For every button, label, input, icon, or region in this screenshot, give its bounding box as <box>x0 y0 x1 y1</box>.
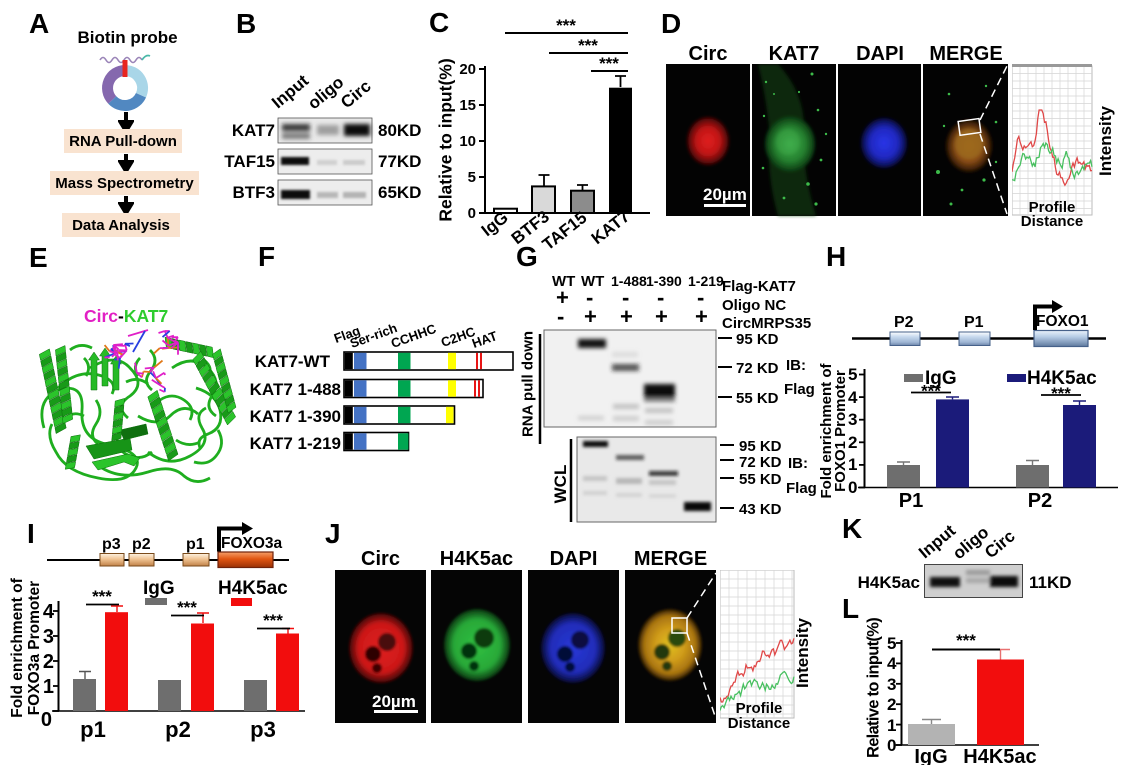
svg-text:p3: p3 <box>102 536 121 553</box>
svg-text:20: 20 <box>459 61 476 78</box>
svg-text:10: 10 <box>459 133 476 150</box>
svg-text:0: 0 <box>468 205 476 222</box>
svg-text:0: 0 <box>41 709 52 731</box>
svg-text:3: 3 <box>43 626 54 648</box>
svg-text:FOXO3a: FOXO3a <box>221 535 283 552</box>
svg-text:FOXO1: FOXO1 <box>1036 313 1089 330</box>
svg-text:IB:: IB: <box>786 357 806 374</box>
svg-text:43 KD: 43 KD <box>739 501 782 518</box>
svg-text:95 KD: 95 KD <box>739 438 782 455</box>
svg-text:P2: P2 <box>1028 490 1052 512</box>
svg-text:***: *** <box>1051 384 1071 403</box>
svg-text:***: *** <box>956 631 976 650</box>
svg-text:p1: p1 <box>186 536 205 553</box>
svg-text:55 KD: 55 KD <box>739 471 782 488</box>
svg-text:15: 15 <box>459 97 476 114</box>
svg-text:***: *** <box>921 382 941 401</box>
svg-text:55 KD: 55 KD <box>736 390 779 407</box>
svg-text:IgG: IgG <box>925 368 957 389</box>
svg-text:Intensity: Intensity <box>793 618 812 688</box>
svg-text:IgG: IgG <box>143 578 175 599</box>
svg-text:2: 2 <box>848 433 857 452</box>
svg-text:1: 1 <box>43 676 54 698</box>
svg-text:***: *** <box>599 54 619 73</box>
svg-text:72 KD: 72 KD <box>736 360 779 377</box>
svg-text:P1: P1 <box>899 490 923 512</box>
svg-text:5: 5 <box>468 169 476 186</box>
svg-text:Flag: Flag <box>784 381 815 398</box>
svg-text:H4K5ac: H4K5ac <box>963 746 1036 765</box>
svg-text:2: 2 <box>887 695 896 714</box>
svg-text:20µm: 20µm <box>703 185 747 204</box>
svg-text:0: 0 <box>887 736 896 755</box>
svg-text:5: 5 <box>848 365 857 384</box>
svg-text:1: 1 <box>887 716 896 735</box>
svg-text:Flag: Flag <box>786 480 816 497</box>
svg-text:P2: P2 <box>894 314 914 331</box>
svg-text:5: 5 <box>887 634 896 653</box>
svg-text:***: *** <box>263 611 283 630</box>
svg-text:p1: p1 <box>80 717 106 742</box>
svg-text:20µm: 20µm <box>372 692 416 711</box>
svg-text:Intensity: Intensity <box>1096 106 1115 176</box>
svg-text:0: 0 <box>848 478 857 497</box>
svg-text:4: 4 <box>848 388 858 407</box>
svg-text:3: 3 <box>848 410 857 429</box>
svg-text:***: *** <box>578 36 598 55</box>
svg-text:***: *** <box>556 16 576 35</box>
svg-text:p3: p3 <box>250 717 276 742</box>
svg-text:IB:: IB: <box>788 455 808 472</box>
svg-text:***: *** <box>92 587 112 606</box>
svg-text:***: *** <box>177 598 197 617</box>
svg-text:95 KD: 95 KD <box>736 331 779 348</box>
svg-text:2: 2 <box>43 651 54 673</box>
svg-text:P1: P1 <box>964 314 984 331</box>
svg-text:4: 4 <box>43 601 55 623</box>
svg-text:H4K5ac: H4K5ac <box>218 578 288 599</box>
svg-text:4: 4 <box>887 654 897 673</box>
svg-text:IgG: IgG <box>914 746 947 765</box>
svg-text:72 KD: 72 KD <box>739 454 782 471</box>
svg-text:3: 3 <box>887 675 896 694</box>
svg-text:H4K5ac: H4K5ac <box>1027 368 1097 389</box>
svg-text:p2: p2 <box>165 717 191 742</box>
svg-text:1: 1 <box>848 455 857 474</box>
svg-text:p2: p2 <box>132 536 151 553</box>
